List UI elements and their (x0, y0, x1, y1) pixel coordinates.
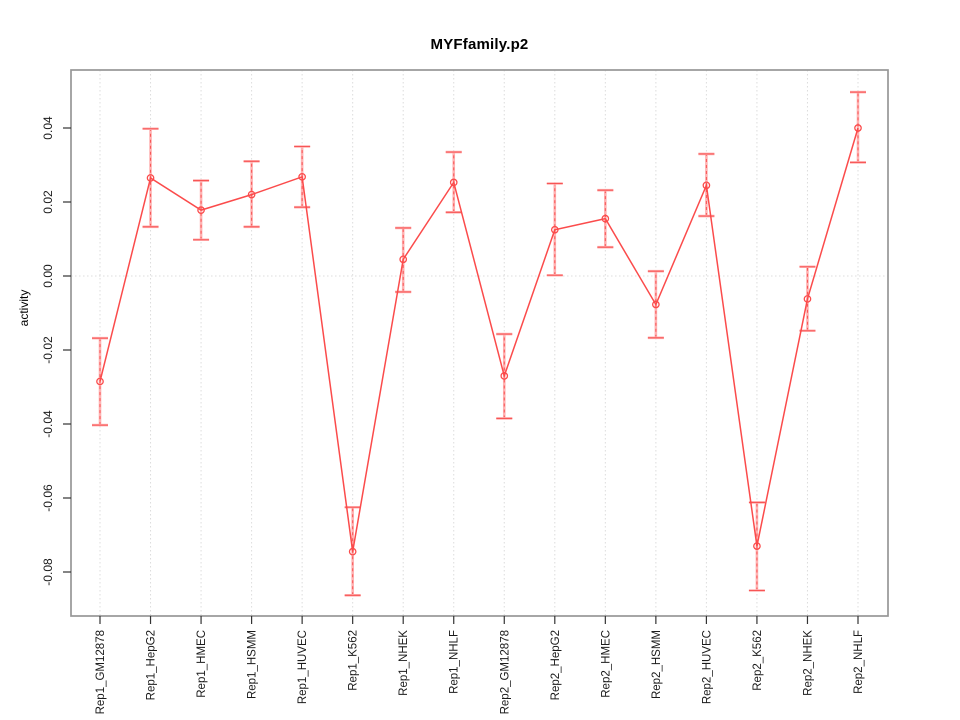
y-tick-label: 0.02 (41, 190, 55, 214)
x-tick-label: Rep1_HUVEC (297, 630, 309, 704)
y-tick-label: -0.06 (41, 484, 55, 512)
x-tick-label: Rep1_K562 (348, 630, 360, 691)
x-tick-label: Rep1_HSMM (247, 630, 259, 699)
x-tick-label: Rep2_GM12878 (499, 630, 511, 714)
chart-title: MYFfamily.p2 (430, 36, 529, 53)
data-point (96, 377, 104, 386)
plot-box (70, 69, 889, 617)
data-point (197, 206, 205, 214)
data-point (500, 372, 509, 380)
y-tick-label: 0.04 (41, 116, 55, 140)
x-tick-label: Rep1_GM12878 (95, 630, 107, 714)
x-tick-label: Rep1_HepG2 (146, 630, 158, 700)
y-tick-label: -0.04 (41, 410, 55, 438)
y-tick-label: 0.00 (41, 264, 55, 288)
y-axis-label: activity (17, 289, 31, 327)
y-tick-label: -0.08 (41, 558, 55, 586)
data-point (247, 190, 256, 199)
data-point (399, 255, 408, 264)
x-tick-label: Rep1_HMEC (196, 630, 208, 698)
data-point (298, 172, 306, 181)
data-point (753, 542, 761, 550)
x-tick-label: Rep1_NHEK (398, 630, 410, 696)
data-point (348, 547, 357, 556)
x-tick-label: Rep1_NHLF (449, 630, 461, 694)
data-point (449, 178, 458, 187)
x-tick-label: Rep2_HUVEC (701, 630, 713, 704)
data-point (652, 300, 660, 309)
x-tick-label: Rep2_NHLF (853, 630, 865, 694)
data-point (702, 181, 711, 190)
x-tick-label: Rep2_HSMM (651, 630, 663, 699)
data-point (146, 174, 155, 182)
x-tick-label: Rep2_HepG2 (550, 630, 562, 700)
x-tick-label: Rep2_NHEK (802, 630, 814, 696)
data-point (601, 214, 610, 223)
data-point (803, 295, 812, 303)
data-line (99, 127, 859, 552)
data-point (854, 124, 862, 132)
x-tick-label: Rep2_K562 (752, 630, 764, 691)
x-tick-label: Rep2_HMEC (600, 630, 612, 698)
y-tick-label: -0.02 (41, 336, 55, 364)
data-point (550, 225, 559, 234)
